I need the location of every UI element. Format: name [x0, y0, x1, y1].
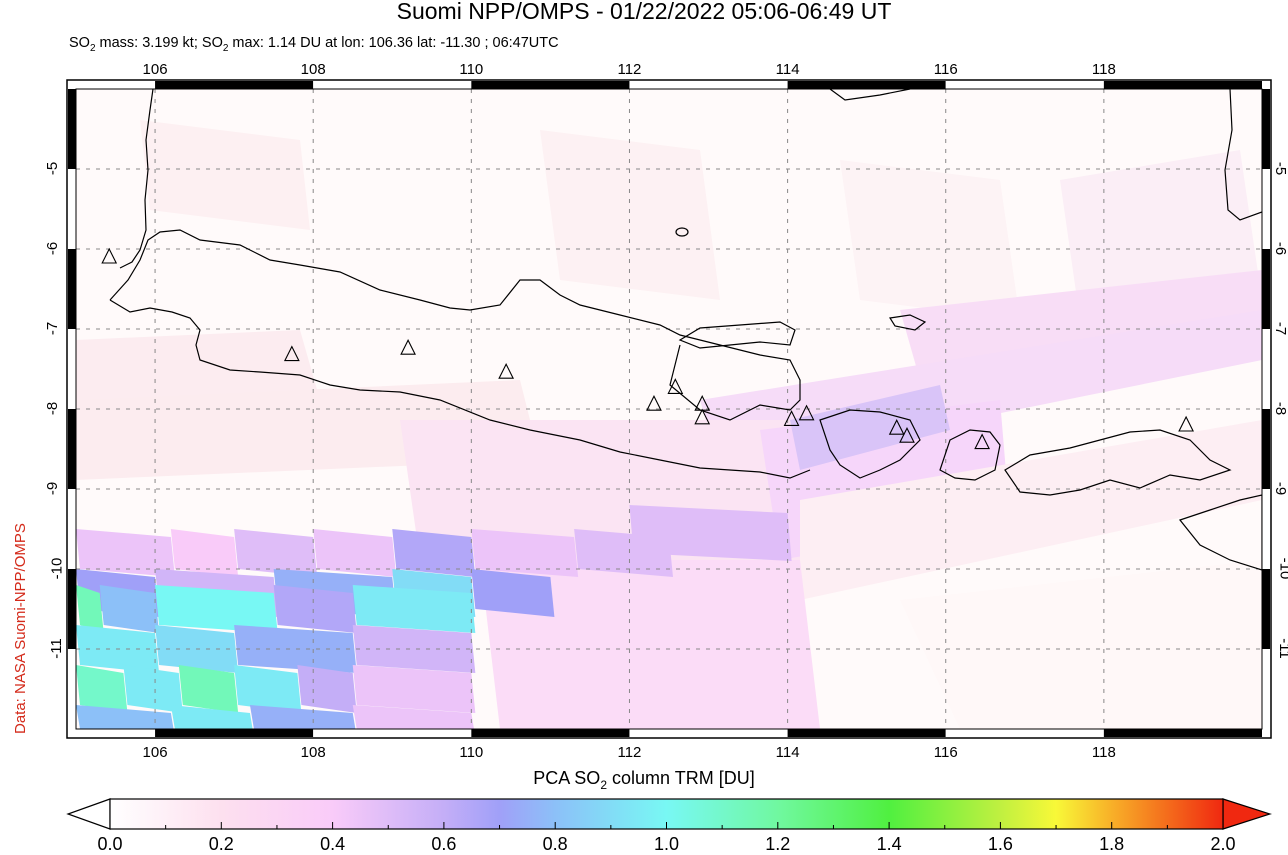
- x-tick-label: 108: [300, 61, 326, 78]
- y-tick-label: -5: [1272, 161, 1288, 176]
- colorbar-tick-label: 0.0: [97, 834, 123, 854]
- so2-pixel: [297, 665, 357, 713]
- colorbar-tick-label: 1.6: [987, 834, 1013, 854]
- x-tick-label: 112: [617, 61, 642, 78]
- so2-pixel: [352, 665, 476, 713]
- so2-pixel: [76, 705, 174, 729]
- volcano-icon: [101, 247, 118, 264]
- y-tick-label: -9: [1272, 481, 1288, 496]
- so2-pixel: [234, 665, 302, 713]
- so2-pixel: [170, 529, 239, 577]
- so2-pixel: [471, 529, 579, 577]
- volcano-icon: [498, 362, 515, 379]
- x-tick-label: 106: [142, 61, 168, 78]
- volcano-icon: [400, 338, 416, 355]
- colorbar-tick-label: 0.8: [542, 834, 568, 854]
- so2-pixel: [234, 529, 318, 577]
- volcano-icon: [888, 418, 905, 435]
- chart-title: Suomi NPP/OMPS - 01/22/2022 05:06-06:49 …: [396, 0, 892, 24]
- x-tick-label: 114: [775, 61, 800, 78]
- so2-pixel: [273, 585, 357, 633]
- volcano-icon: [694, 408, 711, 425]
- colorbar-tick-label: 1.4: [876, 834, 902, 854]
- so2-pixel: [170, 705, 253, 729]
- so2-pixel: [76, 585, 104, 633]
- so2-pixel: [629, 505, 792, 561]
- colorbar-tick-label: 0.2: [208, 834, 234, 854]
- volcano-markers: [101, 247, 1194, 450]
- so2-pixel: [352, 705, 475, 729]
- y-tick-label: -5: [44, 161, 62, 176]
- colorbar-tick-label: 1.8: [1099, 834, 1125, 854]
- x-tick-label: 116: [933, 744, 958, 761]
- colorbar-tick-label: 0.6: [431, 834, 457, 854]
- subscript: 2: [222, 43, 229, 54]
- volcano-icon: [783, 410, 800, 426]
- colorbar-min-arrow: [66, 798, 111, 830]
- so2-pixel: [249, 705, 356, 729]
- so2-pixel: [392, 529, 476, 577]
- colorbar-tick-label: 0.4: [320, 834, 346, 854]
- x-tick-label: 110: [459, 61, 484, 78]
- y-tick-label: -11: [1275, 638, 1288, 659]
- colorbar-title: PCA SO2 column TRM [DU]: [0, 768, 1288, 792]
- so2-pixel: [123, 665, 183, 713]
- x-tick-label: 116: [933, 61, 958, 78]
- subscript: 2: [600, 778, 607, 792]
- so2-pixel: [155, 585, 278, 633]
- y-tick-label: -10: [48, 557, 66, 580]
- volcano-icon: [899, 426, 915, 443]
- chart-subtitle: SO2 mass: 3.199 kt; SO2 max: 1.14 DU at …: [69, 35, 559, 54]
- so2-pixel: [76, 529, 175, 577]
- so2-pixel: [234, 625, 357, 673]
- x-tick-label: 108: [300, 744, 326, 761]
- so2-pixel: [352, 585, 476, 633]
- so2-pixel: [471, 569, 555, 617]
- volcano-icon: [974, 433, 990, 450]
- colorbar-title-text: column TRM [DU]: [607, 768, 755, 788]
- subtitle-text: max: 1.14 DU at lon: 106.36 lat: -11.30 …: [228, 35, 559, 51]
- subtitle-text: mass: 3.199 kt; SO: [95, 35, 223, 51]
- colorbar-title-text: PCA SO: [533, 768, 601, 788]
- colorbar-max-arrow: [1222, 798, 1272, 830]
- y-tick-label: -8: [1272, 401, 1288, 416]
- so2-pixel: [352, 625, 476, 673]
- colorbar-tick-label: 2.0: [1210, 834, 1236, 854]
- x-tick-label: 114: [775, 744, 800, 761]
- subscript: 2: [89, 43, 96, 54]
- so2-pixel: [178, 665, 239, 713]
- volcano-icon: [798, 404, 815, 421]
- subtitle-text: SO: [69, 35, 90, 51]
- y-tick-label: -6: [1272, 241, 1288, 256]
- so2-pixel: [313, 529, 397, 577]
- x-tick-label: 112: [617, 744, 642, 761]
- x-tick-label: 106: [142, 744, 168, 761]
- volcano-icon: [646, 394, 662, 411]
- volcano-icon: [283, 345, 300, 362]
- coastlines: [109, 89, 1262, 571]
- volcano-icon: [667, 378, 684, 394]
- y-tick-label: -10: [1276, 557, 1288, 580]
- volcano-icon: [1178, 415, 1194, 432]
- y-tick-label: -7: [44, 321, 62, 336]
- y-tick-label: -9: [44, 481, 62, 496]
- y-tick-label: -7: [1272, 321, 1288, 336]
- x-tick-label: 118: [1091, 61, 1116, 78]
- so2-pixel: [76, 665, 128, 713]
- x-tick-label: 110: [459, 744, 484, 761]
- so2-pixels: [76, 505, 792, 729]
- colorbar-tick-label: 1.0: [653, 834, 680, 854]
- y-tick-label: -6: [44, 241, 62, 256]
- so2-pixel: [99, 585, 160, 633]
- colorbar-tick-label: 1.2: [765, 834, 791, 854]
- y-tick-label: -11: [47, 638, 65, 659]
- colorbar: [66, 798, 1272, 830]
- x-tick-label: 118: [1091, 744, 1116, 761]
- y-tick-label: -8: [44, 401, 62, 416]
